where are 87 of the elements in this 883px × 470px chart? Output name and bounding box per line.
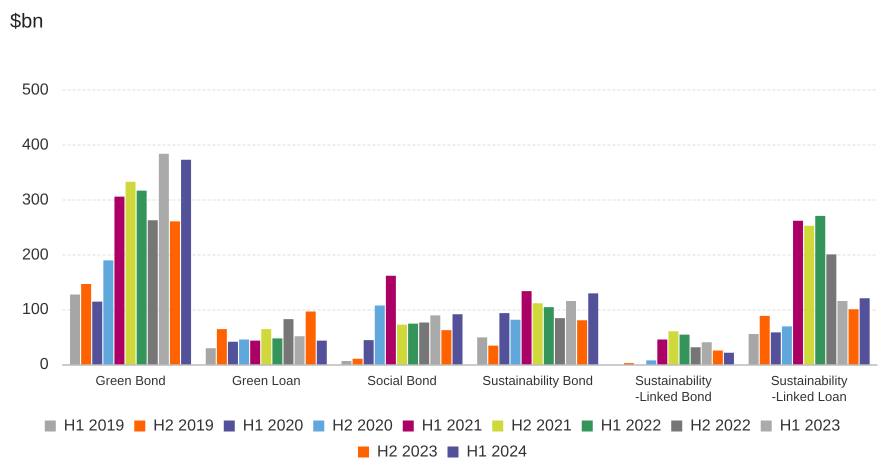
bar xyxy=(430,315,440,364)
bar xyxy=(158,154,169,364)
bar xyxy=(804,226,814,364)
bar xyxy=(522,291,532,364)
y-tick-label: 400 xyxy=(22,136,49,154)
bar xyxy=(181,160,192,364)
bar xyxy=(364,340,374,364)
bar xyxy=(92,302,102,364)
bar xyxy=(566,301,576,364)
bar xyxy=(860,298,870,364)
bar xyxy=(826,254,836,364)
y-tick-label: 300 xyxy=(22,191,49,208)
bar xyxy=(103,260,114,364)
bar xyxy=(657,340,668,364)
bar xyxy=(554,318,565,364)
bar xyxy=(499,313,510,364)
x-tick-label: Social Bond xyxy=(367,373,437,388)
bar xyxy=(306,311,316,364)
bar xyxy=(386,276,396,364)
bar xyxy=(815,216,826,364)
bar xyxy=(712,350,723,364)
y-axis-title: $bn xyxy=(10,10,44,33)
y-tick-label: 100 xyxy=(22,301,49,318)
bar xyxy=(488,346,498,364)
x-tick-label: Sustainability-Linked Bond xyxy=(635,373,712,404)
bar xyxy=(532,303,543,364)
legend-label: H1 2022 xyxy=(600,417,662,434)
bar xyxy=(136,190,147,364)
legend-label: H1 2019 xyxy=(64,417,124,434)
bar xyxy=(239,340,250,364)
bar xyxy=(477,337,488,364)
bar xyxy=(680,334,690,364)
bar xyxy=(588,293,598,364)
bar xyxy=(206,348,216,364)
bar xyxy=(702,342,712,364)
bar xyxy=(283,319,294,364)
bar xyxy=(374,305,385,364)
bar xyxy=(70,294,80,364)
bar xyxy=(544,307,554,364)
bar xyxy=(848,309,859,364)
bar xyxy=(724,352,734,364)
bar xyxy=(272,338,282,364)
bar xyxy=(126,182,136,364)
bar xyxy=(316,340,327,364)
bar xyxy=(341,360,352,364)
bar xyxy=(408,324,418,364)
bar xyxy=(250,340,260,364)
bar xyxy=(148,220,158,364)
bar xyxy=(294,336,305,364)
legend-label: H1 2023 xyxy=(780,417,840,434)
y-tick-label: 200 xyxy=(22,246,49,264)
bar xyxy=(452,314,463,364)
legend-label: H2 2020 xyxy=(332,417,393,434)
bar xyxy=(760,316,770,364)
bar xyxy=(228,342,238,364)
x-tick-label: Sustainability Bond xyxy=(482,373,593,388)
bar xyxy=(352,358,363,364)
bar xyxy=(782,326,792,364)
legend-label: H2 2021 xyxy=(511,417,572,434)
x-tick-label: Green Bond xyxy=(96,373,166,388)
legend-label: H2 2019 xyxy=(153,417,214,434)
legend-label: H1 2024 xyxy=(466,443,528,460)
x-tick-label: Green Loan xyxy=(232,373,301,388)
bar xyxy=(837,301,848,364)
legend-label: H1 2020 xyxy=(242,417,304,434)
legend-label: H1 2021 xyxy=(422,417,482,434)
bar xyxy=(510,320,520,364)
bar xyxy=(396,324,407,364)
bar xyxy=(793,220,804,364)
bar xyxy=(170,221,180,364)
bar xyxy=(114,196,124,364)
bar xyxy=(81,284,92,364)
bar xyxy=(577,320,588,364)
bar xyxy=(668,331,678,364)
bar xyxy=(690,347,701,364)
bar xyxy=(770,332,781,364)
bar xyxy=(748,334,759,364)
bar xyxy=(419,322,430,364)
bar xyxy=(261,329,272,364)
bar xyxy=(441,330,452,364)
y-tick-label: 0 xyxy=(40,356,49,374)
legend-label: H2 2023 xyxy=(377,443,438,460)
bar xyxy=(646,360,656,364)
y-tick-label: 500 xyxy=(22,81,49,98)
x-tick-label: Sustainability -Linked Loan xyxy=(770,373,848,404)
bar xyxy=(216,329,227,364)
legend-label: H2 2022 xyxy=(690,417,751,434)
